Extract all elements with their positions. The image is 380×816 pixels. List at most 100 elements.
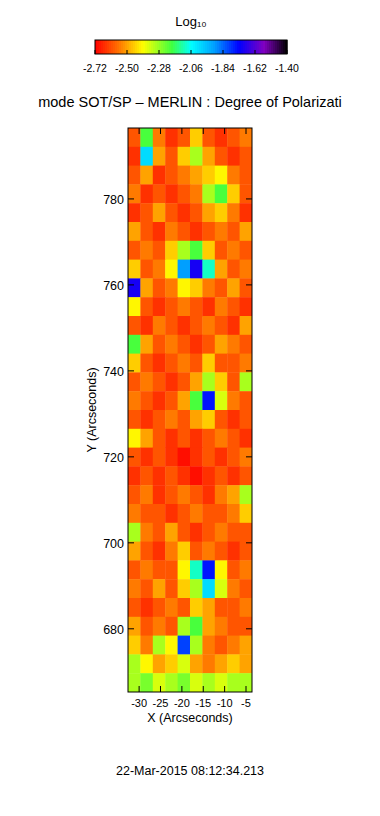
x-tick-label: -10 bbox=[217, 697, 233, 709]
cell bbox=[215, 598, 228, 617]
cell bbox=[165, 523, 178, 542]
cell bbox=[128, 617, 141, 636]
cell bbox=[140, 297, 153, 316]
cell bbox=[240, 128, 252, 147]
cell bbox=[140, 598, 153, 617]
cell bbox=[215, 579, 228, 598]
cell bbox=[240, 184, 252, 203]
y-tick bbox=[128, 628, 134, 629]
cell bbox=[178, 222, 191, 241]
cell bbox=[240, 316, 252, 335]
cell bbox=[227, 184, 240, 203]
cell bbox=[240, 448, 252, 467]
cell bbox=[128, 579, 141, 598]
cell bbox=[140, 391, 153, 410]
cell bbox=[178, 598, 191, 617]
cell bbox=[165, 410, 178, 429]
cell bbox=[227, 241, 240, 260]
cell bbox=[128, 654, 141, 673]
cell bbox=[153, 372, 166, 391]
cell bbox=[178, 147, 191, 166]
x-tick-label: -15 bbox=[195, 697, 211, 709]
cell bbox=[227, 147, 240, 166]
cell bbox=[140, 636, 153, 655]
x-tick-label: -5 bbox=[241, 697, 251, 709]
cell bbox=[178, 636, 191, 655]
cell bbox=[128, 278, 141, 297]
cell bbox=[153, 316, 166, 335]
cell bbox=[227, 579, 240, 598]
cell bbox=[165, 203, 178, 222]
y-tick bbox=[128, 284, 134, 285]
cell bbox=[215, 673, 228, 692]
cell bbox=[178, 410, 191, 429]
cell bbox=[165, 147, 178, 166]
cell bbox=[227, 523, 240, 542]
cell bbox=[178, 560, 191, 579]
cell bbox=[202, 222, 215, 241]
cell bbox=[128, 297, 141, 316]
x-tick-top bbox=[160, 128, 161, 134]
cell bbox=[165, 504, 178, 523]
cell bbox=[202, 316, 215, 335]
colorbar-tick-label: -1.84 bbox=[211, 62, 235, 74]
cell bbox=[240, 241, 252, 260]
cell bbox=[227, 203, 240, 222]
cells bbox=[128, 128, 252, 692]
cell bbox=[153, 598, 166, 617]
colorbar bbox=[95, 40, 288, 54]
cell bbox=[140, 316, 153, 335]
cell bbox=[190, 598, 203, 617]
cell bbox=[140, 372, 153, 391]
y-tick-right bbox=[246, 370, 252, 371]
y-tick bbox=[128, 542, 134, 543]
cell bbox=[165, 278, 178, 297]
cell bbox=[202, 429, 215, 448]
cell bbox=[190, 523, 203, 542]
cell bbox=[215, 128, 228, 147]
cell bbox=[153, 617, 166, 636]
cell bbox=[240, 429, 252, 448]
cell bbox=[240, 504, 252, 523]
cell bbox=[153, 278, 166, 297]
cell bbox=[128, 636, 141, 655]
x-tick-top bbox=[224, 128, 225, 134]
cell bbox=[153, 654, 166, 673]
cell bbox=[165, 354, 178, 373]
cell bbox=[153, 222, 166, 241]
cell bbox=[202, 636, 215, 655]
cell bbox=[178, 448, 191, 467]
cell bbox=[178, 579, 191, 598]
cell bbox=[190, 410, 203, 429]
x-tick bbox=[246, 686, 247, 692]
cell bbox=[227, 316, 240, 335]
cell bbox=[165, 297, 178, 316]
cell bbox=[153, 166, 166, 185]
cell bbox=[128, 354, 141, 373]
cell bbox=[178, 128, 191, 147]
cell bbox=[240, 617, 252, 636]
cell bbox=[227, 166, 240, 185]
x-tick-label: -20 bbox=[174, 697, 190, 709]
cell bbox=[240, 278, 252, 297]
cell bbox=[140, 147, 153, 166]
y-tick-label: 760 bbox=[103, 279, 124, 293]
cell bbox=[128, 448, 141, 467]
cell bbox=[178, 166, 191, 185]
cell bbox=[165, 485, 178, 504]
cell bbox=[140, 278, 153, 297]
cell bbox=[128, 391, 141, 410]
cell bbox=[165, 466, 178, 485]
cell bbox=[215, 429, 228, 448]
cell bbox=[240, 354, 252, 373]
cell bbox=[140, 485, 153, 504]
cell bbox=[190, 542, 203, 561]
cell bbox=[215, 278, 228, 297]
cell bbox=[140, 241, 153, 260]
cell bbox=[190, 297, 203, 316]
cell bbox=[165, 542, 178, 561]
cell bbox=[215, 203, 228, 222]
cell bbox=[140, 260, 153, 279]
cell bbox=[202, 184, 215, 203]
x-tick bbox=[224, 686, 225, 692]
